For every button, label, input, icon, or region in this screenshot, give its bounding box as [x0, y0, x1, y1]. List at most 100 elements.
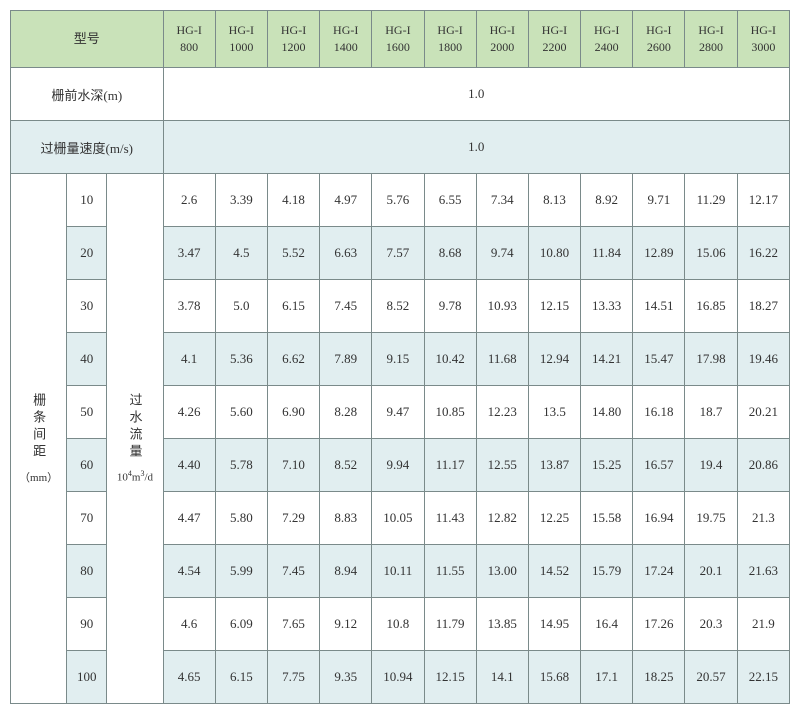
cell-9-7: 15.68: [528, 651, 580, 704]
cell-8-9: 17.26: [633, 598, 685, 651]
cell-1-4: 7.57: [372, 227, 424, 280]
cell-7-5: 11.55: [424, 545, 476, 598]
cell-8-3: 9.12: [320, 598, 372, 651]
cell-4-6: 12.23: [476, 386, 528, 439]
cell-9-3: 9.35: [320, 651, 372, 704]
cell-5-6: 12.55: [476, 439, 528, 492]
spacing-value-0: 10: [67, 174, 107, 227]
cell-8-11: 21.9: [737, 598, 789, 651]
spacing-value-6: 70: [67, 492, 107, 545]
cell-1-1: 4.5: [215, 227, 267, 280]
cell-5-0: 4.40: [163, 439, 215, 492]
cell-9-1: 6.15: [215, 651, 267, 704]
model-header-2: HG-I1200: [267, 11, 319, 68]
model-header-0: HG-I800: [163, 11, 215, 68]
cell-9-4: 10.94: [372, 651, 424, 704]
cell-0-10: 11.29: [685, 174, 737, 227]
cell-3-0: 4.1: [163, 333, 215, 386]
model-header-9: HG-I2600: [633, 11, 685, 68]
cell-1-8: 11.84: [581, 227, 633, 280]
cell-6-8: 15.58: [581, 492, 633, 545]
spacing-value-2: 30: [67, 280, 107, 333]
cell-7-8: 15.79: [581, 545, 633, 598]
cell-5-7: 13.87: [528, 439, 580, 492]
spacing-value-4: 50: [67, 386, 107, 439]
cell-9-10: 20.57: [685, 651, 737, 704]
cell-6-7: 12.25: [528, 492, 580, 545]
cell-3-6: 11.68: [476, 333, 528, 386]
cell-8-0: 4.6: [163, 598, 215, 651]
cell-2-10: 16.85: [685, 280, 737, 333]
cell-5-2: 7.10: [267, 439, 319, 492]
cell-6-5: 11.43: [424, 492, 476, 545]
cell-5-4: 9.94: [372, 439, 424, 492]
cell-2-0: 3.78: [163, 280, 215, 333]
cell-0-2: 4.18: [267, 174, 319, 227]
cell-7-0: 4.54: [163, 545, 215, 598]
cell-4-0: 4.26: [163, 386, 215, 439]
cell-5-3: 8.52: [320, 439, 372, 492]
cell-7-2: 7.45: [267, 545, 319, 598]
spacing-value-8: 90: [67, 598, 107, 651]
cell-6-11: 21.3: [737, 492, 789, 545]
cell-6-6: 12.82: [476, 492, 528, 545]
cell-8-4: 10.8: [372, 598, 424, 651]
cell-9-11: 22.15: [737, 651, 789, 704]
cell-4-10: 18.7: [685, 386, 737, 439]
cell-9-6: 14.1: [476, 651, 528, 704]
cell-8-6: 13.85: [476, 598, 528, 651]
cell-4-7: 13.5: [528, 386, 580, 439]
model-header-10: HG-I2800: [685, 11, 737, 68]
cell-2-11: 18.27: [737, 280, 789, 333]
cell-1-3: 6.63: [320, 227, 372, 280]
spec-table: 型号HG-I800HG-I1000HG-I1200HG-I1400HG-I160…: [10, 10, 790, 704]
cell-7-3: 8.94: [320, 545, 372, 598]
cell-0-5: 6.55: [424, 174, 476, 227]
cell-9-8: 17.1: [581, 651, 633, 704]
cell-9-9: 18.25: [633, 651, 685, 704]
cell-5-1: 5.78: [215, 439, 267, 492]
cell-1-6: 9.74: [476, 227, 528, 280]
model-header-11: HG-I3000: [737, 11, 789, 68]
cell-2-9: 14.51: [633, 280, 685, 333]
spacing-label: 栅条间距（mm）: [11, 174, 67, 704]
cell-6-2: 7.29: [267, 492, 319, 545]
cell-3-8: 14.21: [581, 333, 633, 386]
cell-3-7: 12.94: [528, 333, 580, 386]
cell-9-2: 7.75: [267, 651, 319, 704]
model-header-1: HG-I1000: [215, 11, 267, 68]
cell-4-3: 8.28: [320, 386, 372, 439]
cell-8-7: 14.95: [528, 598, 580, 651]
cell-7-6: 13.00: [476, 545, 528, 598]
cell-0-4: 5.76: [372, 174, 424, 227]
cell-6-0: 4.47: [163, 492, 215, 545]
cell-5-8: 15.25: [581, 439, 633, 492]
cell-8-1: 6.09: [215, 598, 267, 651]
model-header-5: HG-I1800: [424, 11, 476, 68]
spacing-value-5: 60: [67, 439, 107, 492]
cell-1-0: 3.47: [163, 227, 215, 280]
cell-6-9: 16.94: [633, 492, 685, 545]
cell-4-8: 14.80: [581, 386, 633, 439]
cell-4-9: 16.18: [633, 386, 685, 439]
cell-4-4: 9.47: [372, 386, 424, 439]
cell-1-9: 12.89: [633, 227, 685, 280]
flow-label: 过水流量104m3/d: [107, 174, 163, 704]
cell-1-2: 5.52: [267, 227, 319, 280]
cell-1-7: 10.80: [528, 227, 580, 280]
cell-7-10: 20.1: [685, 545, 737, 598]
cell-1-10: 15.06: [685, 227, 737, 280]
cell-6-4: 10.05: [372, 492, 424, 545]
cell-3-1: 5.36: [215, 333, 267, 386]
cell-2-6: 10.93: [476, 280, 528, 333]
cell-5-9: 16.57: [633, 439, 685, 492]
cell-7-1: 5.99: [215, 545, 267, 598]
spacing-value-9: 100: [67, 651, 107, 704]
spacing-value-7: 80: [67, 545, 107, 598]
cell-4-11: 20.21: [737, 386, 789, 439]
cell-4-5: 10.85: [424, 386, 476, 439]
cell-2-8: 13.33: [581, 280, 633, 333]
cell-8-5: 11.79: [424, 598, 476, 651]
cell-7-4: 10.11: [372, 545, 424, 598]
model-header-4: HG-I1600: [372, 11, 424, 68]
